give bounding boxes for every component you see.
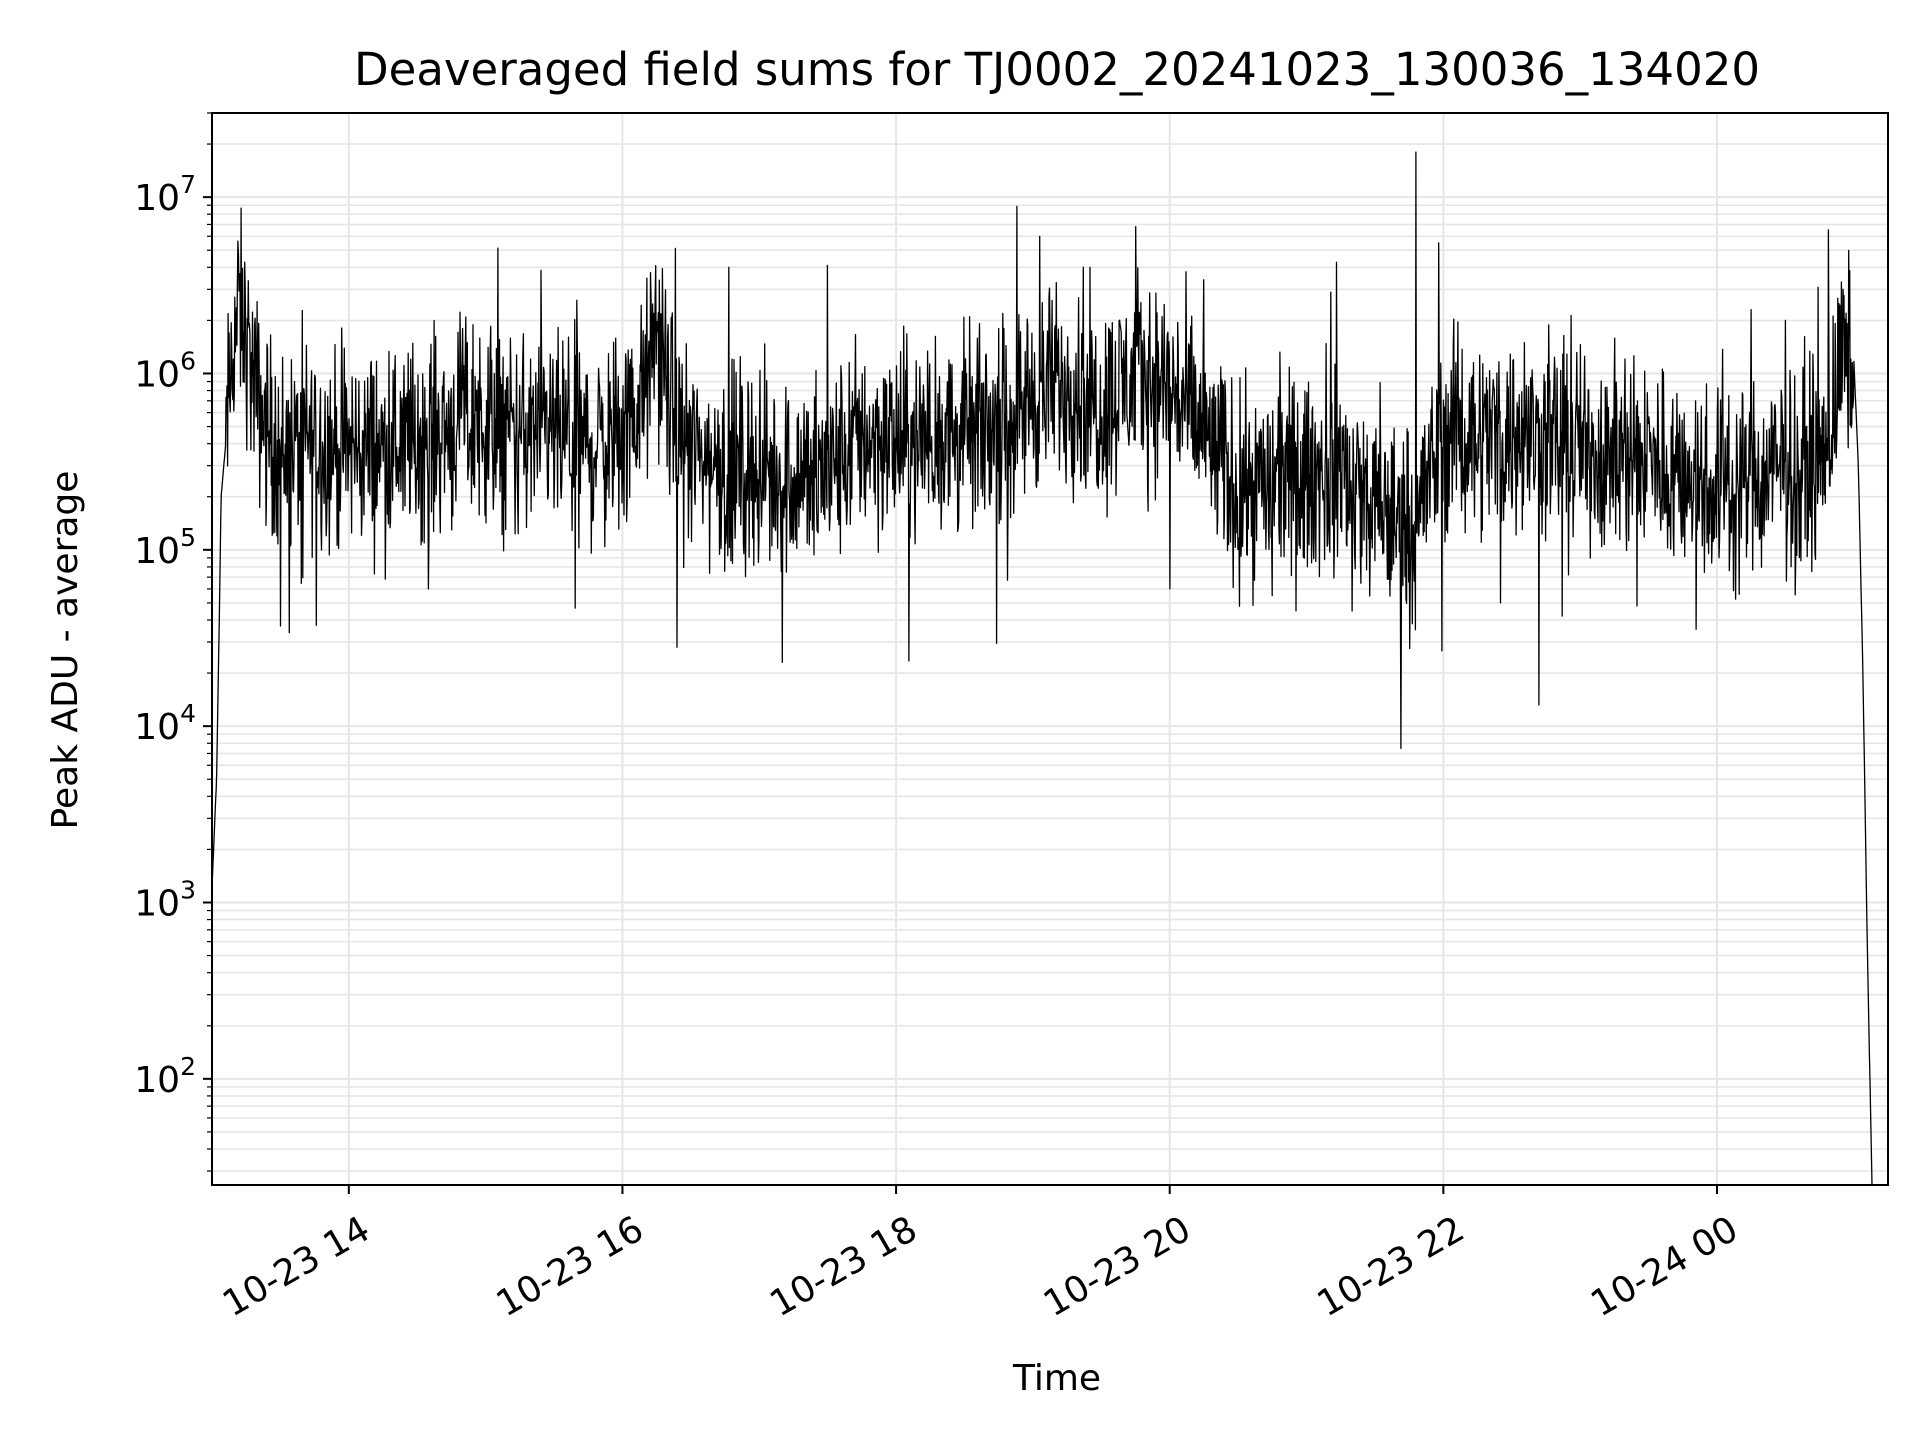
y-tick-label: 104 (134, 699, 196, 748)
series-line-layer (211, 151, 1873, 1186)
y-tick-label: 103 (134, 875, 196, 924)
series-line (211, 151, 1873, 1186)
y-tick-label: 107 (134, 170, 196, 219)
y-tick-label: 106 (134, 346, 196, 395)
y-tick-label: 102 (134, 1052, 196, 1101)
y-axis-label: Peak ADU - average (45, 471, 86, 830)
x-axis-label: Time (1012, 1358, 1101, 1399)
y-tick-label: 105 (134, 523, 196, 572)
chart-title: Deaveraged field sums for TJ0002_2024102… (354, 43, 1760, 96)
plot-frame (211, 112, 1889, 1186)
